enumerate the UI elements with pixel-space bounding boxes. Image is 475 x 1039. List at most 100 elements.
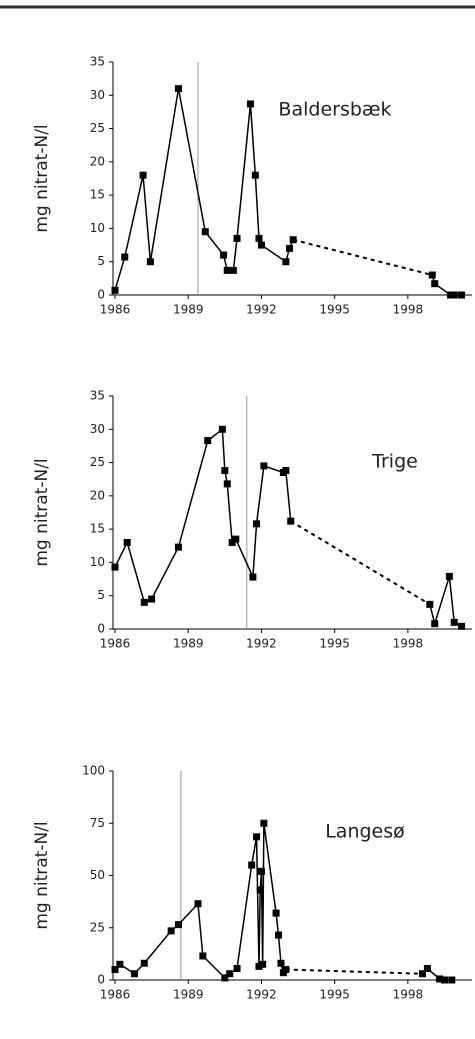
y-tick-label: 20 bbox=[90, 488, 105, 502]
dashed-line bbox=[285, 968, 423, 975]
marker bbox=[140, 598, 148, 606]
chart: 0 5 10 15 20 25 30 35 1986 1989 1992 1995 1998 Trige m… bbox=[32, 389, 472, 651]
chart: 0 5 10 15 20 25 30 35 1986 1989 1992 1995 1998 Balder… bbox=[32, 55, 472, 317]
marker bbox=[232, 535, 240, 543]
marker bbox=[233, 234, 241, 242]
y-tick-label: 50 bbox=[90, 868, 105, 882]
annotation: Baldersbæk bbox=[278, 99, 391, 121]
marker bbox=[248, 861, 256, 869]
x-tick-label: 1995 bbox=[319, 637, 350, 651]
marker bbox=[123, 538, 131, 546]
marker bbox=[194, 900, 202, 908]
marker bbox=[458, 622, 466, 630]
marker bbox=[431, 620, 439, 628]
marker bbox=[204, 437, 212, 445]
marker bbox=[229, 266, 237, 274]
marker bbox=[131, 970, 139, 978]
marker bbox=[436, 975, 444, 983]
marker bbox=[251, 171, 259, 179]
x-tick-label: 1998 bbox=[393, 637, 424, 651]
marker bbox=[111, 286, 119, 294]
marker bbox=[458, 291, 466, 299]
marker bbox=[426, 600, 434, 608]
y-tick-label: 25 bbox=[90, 121, 105, 135]
marker bbox=[167, 927, 175, 935]
marker bbox=[256, 886, 264, 894]
x-tick-label: 1995 bbox=[319, 988, 350, 1002]
marker bbox=[286, 244, 293, 252]
marker bbox=[221, 974, 229, 982]
y-tick-label: 25 bbox=[90, 455, 105, 469]
y-tick-label: 15 bbox=[90, 188, 105, 202]
marker bbox=[253, 833, 261, 841]
marker bbox=[275, 931, 283, 939]
marker bbox=[447, 291, 455, 299]
x-tick-label: 1989 bbox=[173, 303, 204, 317]
marker bbox=[246, 100, 254, 108]
x-tick-label: 1992 bbox=[246, 988, 277, 1002]
marker bbox=[111, 966, 119, 974]
y-tick-label: 35 bbox=[90, 389, 105, 403]
marker bbox=[428, 271, 436, 279]
y-tick-label: 30 bbox=[90, 422, 105, 436]
marker bbox=[201, 228, 209, 236]
marker bbox=[448, 976, 456, 984]
marker bbox=[257, 867, 265, 875]
marker bbox=[255, 234, 263, 242]
marker bbox=[450, 618, 458, 626]
y-tick-label: 0 bbox=[97, 973, 105, 987]
marker bbox=[282, 467, 290, 475]
marker bbox=[260, 462, 268, 470]
marker bbox=[174, 543, 182, 551]
x-tick-label: 1998 bbox=[393, 988, 424, 1002]
y-tick-label: 15 bbox=[90, 522, 105, 536]
marker bbox=[431, 280, 439, 288]
marker bbox=[259, 960, 267, 968]
y-tick-label: 0 bbox=[97, 288, 105, 302]
x-tick-label: 1986 bbox=[100, 637, 131, 651]
y-tick-label: 0 bbox=[97, 622, 105, 636]
marker bbox=[289, 236, 297, 244]
marker bbox=[277, 959, 285, 967]
marker bbox=[450, 291, 458, 299]
marker bbox=[228, 538, 236, 546]
y-tick-label: 100 bbox=[82, 764, 105, 778]
y-tick-label: 5 bbox=[97, 254, 105, 268]
marker bbox=[445, 572, 453, 580]
marker bbox=[174, 921, 182, 929]
y-tick-label: 25 bbox=[90, 920, 105, 934]
marker bbox=[148, 595, 156, 603]
marker bbox=[287, 517, 295, 525]
x-tick-label: 1989 bbox=[173, 637, 204, 651]
x-tick-label: 1998 bbox=[393, 303, 424, 317]
y-axis-label: mg nitrat-N/l bbox=[32, 458, 52, 566]
marker bbox=[116, 960, 124, 968]
annotation: Trige bbox=[371, 451, 418, 473]
marker bbox=[226, 970, 234, 978]
x-tick-label: 1989 bbox=[173, 988, 204, 1002]
marker bbox=[121, 253, 129, 261]
y-tick-label: 30 bbox=[90, 88, 105, 102]
y-tick-label: 5 bbox=[97, 588, 105, 602]
chart: 0 25 50 75 100 1986 1989 1992 1995 1998 Langesø mg … bbox=[32, 764, 472, 1002]
marker bbox=[140, 959, 148, 967]
annotation: Langesø bbox=[325, 821, 405, 843]
x-tick-label: 1995 bbox=[319, 303, 350, 317]
line bbox=[114, 88, 294, 291]
marker bbox=[260, 819, 268, 827]
marker bbox=[257, 241, 265, 249]
y-tick-label: 10 bbox=[90, 555, 105, 569]
marker bbox=[282, 258, 290, 266]
marker bbox=[111, 563, 119, 571]
marker bbox=[146, 258, 154, 266]
x-tick-label: 1986 bbox=[100, 303, 131, 317]
marker bbox=[221, 467, 229, 475]
marker bbox=[440, 976, 448, 984]
dashed-line bbox=[292, 238, 433, 276]
marker bbox=[218, 425, 226, 433]
marker bbox=[272, 909, 280, 917]
y-tick-label: 35 bbox=[90, 55, 105, 69]
marker bbox=[249, 573, 257, 581]
x-tick-label: 1992 bbox=[246, 303, 277, 317]
